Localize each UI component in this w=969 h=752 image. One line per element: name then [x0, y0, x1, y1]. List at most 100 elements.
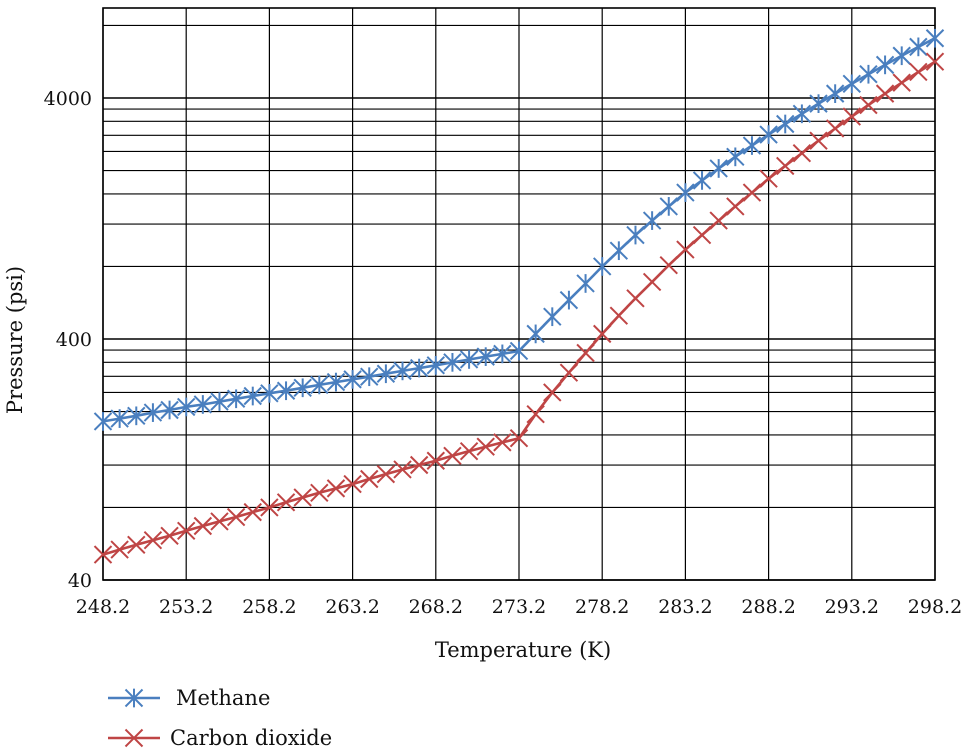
- data-point: [393, 460, 412, 479]
- data-point: [193, 516, 213, 536]
- data-point: [260, 383, 279, 403]
- data-point: [226, 389, 246, 409]
- data-point: [110, 409, 129, 428]
- data-point: [742, 136, 762, 155]
- data-point: [809, 94, 828, 113]
- legend-label: Methane: [176, 686, 270, 710]
- data-point: [376, 364, 396, 384]
- legend-marker: [124, 688, 144, 708]
- data-point: [825, 84, 845, 103]
- data-point: [360, 367, 379, 387]
- data-point: [426, 451, 446, 470]
- data-point: [759, 125, 778, 144]
- data-point: [559, 290, 579, 310]
- data-point: [310, 375, 329, 395]
- x-tick-label: 273.2: [492, 596, 546, 618]
- data-point: [709, 211, 728, 230]
- data-point: [360, 469, 379, 489]
- data-point: [509, 429, 529, 448]
- legend: Methane Carbon dioxide: [108, 686, 332, 750]
- legend-marker: [124, 728, 144, 748]
- x-tick-label: 248.2: [76, 596, 130, 618]
- data-point: [493, 344, 512, 364]
- data-point: [509, 341, 529, 361]
- x-tick-label: 263.2: [325, 596, 379, 618]
- data-point: [193, 395, 213, 414]
- data-point: [493, 433, 512, 452]
- data-point: [792, 104, 812, 124]
- data-point: [576, 343, 595, 363]
- data-point: [409, 455, 429, 475]
- data-point: [925, 28, 945, 48]
- data-point: [642, 211, 662, 230]
- data-point: [176, 521, 196, 541]
- data-point: [426, 355, 446, 375]
- data-point: [642, 272, 662, 292]
- x-axis-title: Temperature (K): [435, 638, 611, 662]
- data-point: [875, 84, 895, 103]
- data-point: [626, 225, 645, 245]
- plot-grid: [102, 7, 936, 581]
- data-point: [692, 171, 712, 190]
- data-point: [676, 240, 695, 259]
- data-point: [93, 412, 113, 431]
- data-point: [909, 37, 928, 57]
- y-tick-label: 40: [68, 570, 92, 592]
- data-point: [592, 257, 612, 276]
- data-point: [592, 324, 612, 344]
- data-point: [326, 479, 346, 498]
- data-point: [343, 474, 362, 494]
- data-point: [626, 289, 645, 308]
- series-carbon-dioxide: [93, 52, 945, 564]
- data-point: [842, 74, 862, 94]
- data-point: [792, 144, 812, 163]
- data-point: [110, 540, 129, 559]
- data-point: [459, 441, 479, 461]
- data-point: [443, 446, 462, 466]
- plot-series: [93, 28, 945, 564]
- data-point: [127, 535, 146, 554]
- data-point: [776, 114, 795, 134]
- x-tick-label: 283.2: [658, 596, 712, 618]
- data-point: [809, 131, 828, 150]
- data-point: [825, 119, 845, 138]
- series-methane: [93, 28, 945, 431]
- x-tick-label: 253.2: [159, 596, 213, 618]
- data-point: [692, 225, 712, 245]
- data-point: [776, 156, 795, 176]
- data-point: [459, 350, 479, 369]
- data-point: [859, 95, 878, 115]
- data-point: [543, 307, 562, 327]
- data-point: [875, 55, 895, 75]
- data-point: [659, 255, 678, 275]
- data-point: [293, 488, 312, 507]
- data-point: [276, 493, 296, 512]
- x-tick-label: 298.2: [908, 596, 962, 618]
- data-point: [925, 52, 945, 71]
- data-point: [326, 372, 346, 392]
- data-point: [260, 498, 279, 517]
- data-point: [742, 183, 762, 202]
- data-point: [210, 392, 229, 411]
- data-point: [609, 241, 629, 261]
- y-tick-label: 400: [56, 329, 92, 351]
- y-axis-title: Pressure (psi): [3, 266, 27, 414]
- data-point: [609, 306, 629, 325]
- data-point: [892, 46, 911, 66]
- data-point: [293, 378, 312, 398]
- data-point: [443, 353, 462, 372]
- data-point: [543, 383, 562, 402]
- data-point: [143, 403, 163, 422]
- data-point: [576, 274, 595, 293]
- x-tick-label: 288.2: [741, 596, 795, 618]
- data-point: [859, 64, 878, 84]
- data-point: [310, 483, 329, 503]
- data-point: [559, 363, 579, 382]
- data-point: [393, 361, 412, 381]
- data-point: [526, 324, 545, 344]
- data-point: [726, 147, 745, 167]
- data-point: [127, 406, 146, 426]
- data-point: [726, 197, 745, 216]
- data-point: [909, 62, 928, 82]
